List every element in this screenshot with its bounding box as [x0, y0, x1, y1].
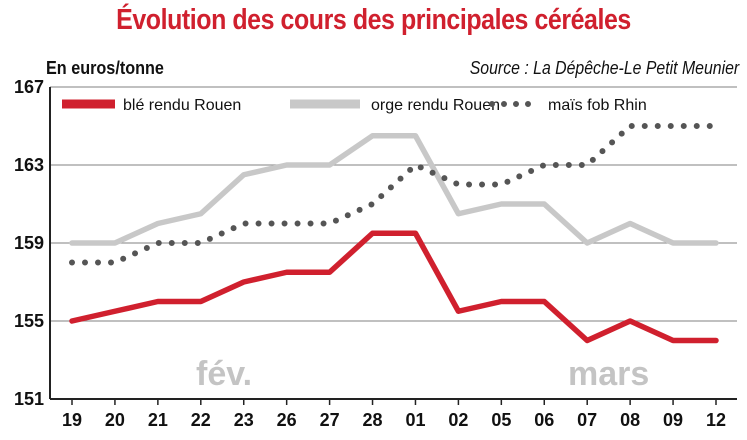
series-line-mais-fob-rhin: [69, 123, 719, 266]
x-tick-label: 27: [320, 410, 340, 430]
x-tick-label: 26: [277, 410, 297, 430]
period-label-fev: fév.: [196, 355, 252, 393]
x-tick-label: 02: [448, 410, 468, 430]
grid-lines: [50, 86, 737, 322]
x-tick-label: 19: [62, 410, 82, 430]
x-axis-ticks: 19 20 21 22 23 26 27 28 01 02 05 06 07 08 09 12: [62, 399, 726, 430]
y-tick-label: 159: [14, 233, 44, 253]
series-line-ble-rendu-rouen: [69, 230, 719, 344]
legend-label-mais-fob-rhin: maïs fob Rhin: [548, 97, 647, 114]
y-tick-label: 163: [14, 155, 44, 175]
x-tick-label: 09: [663, 410, 683, 430]
chart-title: Évolution des cours des principales céré…: [116, 4, 631, 36]
y-tick-label: 167: [14, 77, 44, 97]
y-axis-ticks: 151 155 159 163 167: [14, 77, 44, 409]
x-tick-label: 08: [620, 410, 640, 430]
series-line-orge-rendu-rouen: [69, 133, 719, 246]
x-tick-label: 21: [148, 410, 168, 430]
x-tick-label: 23: [234, 410, 254, 430]
unit-label: En euros/tonne: [46, 58, 164, 78]
x-tick-label: 12: [706, 410, 726, 430]
x-tick-label: 28: [363, 410, 383, 430]
x-tick-label: 22: [191, 410, 211, 430]
x-tick-label: 07: [577, 410, 597, 430]
y-tick-label: 155: [14, 311, 44, 331]
x-tick-label: 20: [105, 410, 125, 430]
x-tick-label: 06: [534, 410, 554, 430]
legend: blé rendu Rouen orge rendu Rouen maïs fob …: [62, 97, 647, 114]
source-label: Source : La Dépêche-Le Petit Meunier: [469, 58, 739, 78]
y-tick-label: 151: [14, 389, 44, 409]
legend-label-ble-rendu-rouen: blé rendu Rouen: [123, 97, 241, 114]
period-label-mars: mars: [568, 355, 649, 393]
series-lines: [69, 123, 719, 344]
legend-label-orge-rendu-rouen: orge rendu Rouen: [371, 97, 500, 114]
x-tick-label: 05: [491, 410, 511, 430]
x-tick-label: 01: [405, 410, 425, 430]
